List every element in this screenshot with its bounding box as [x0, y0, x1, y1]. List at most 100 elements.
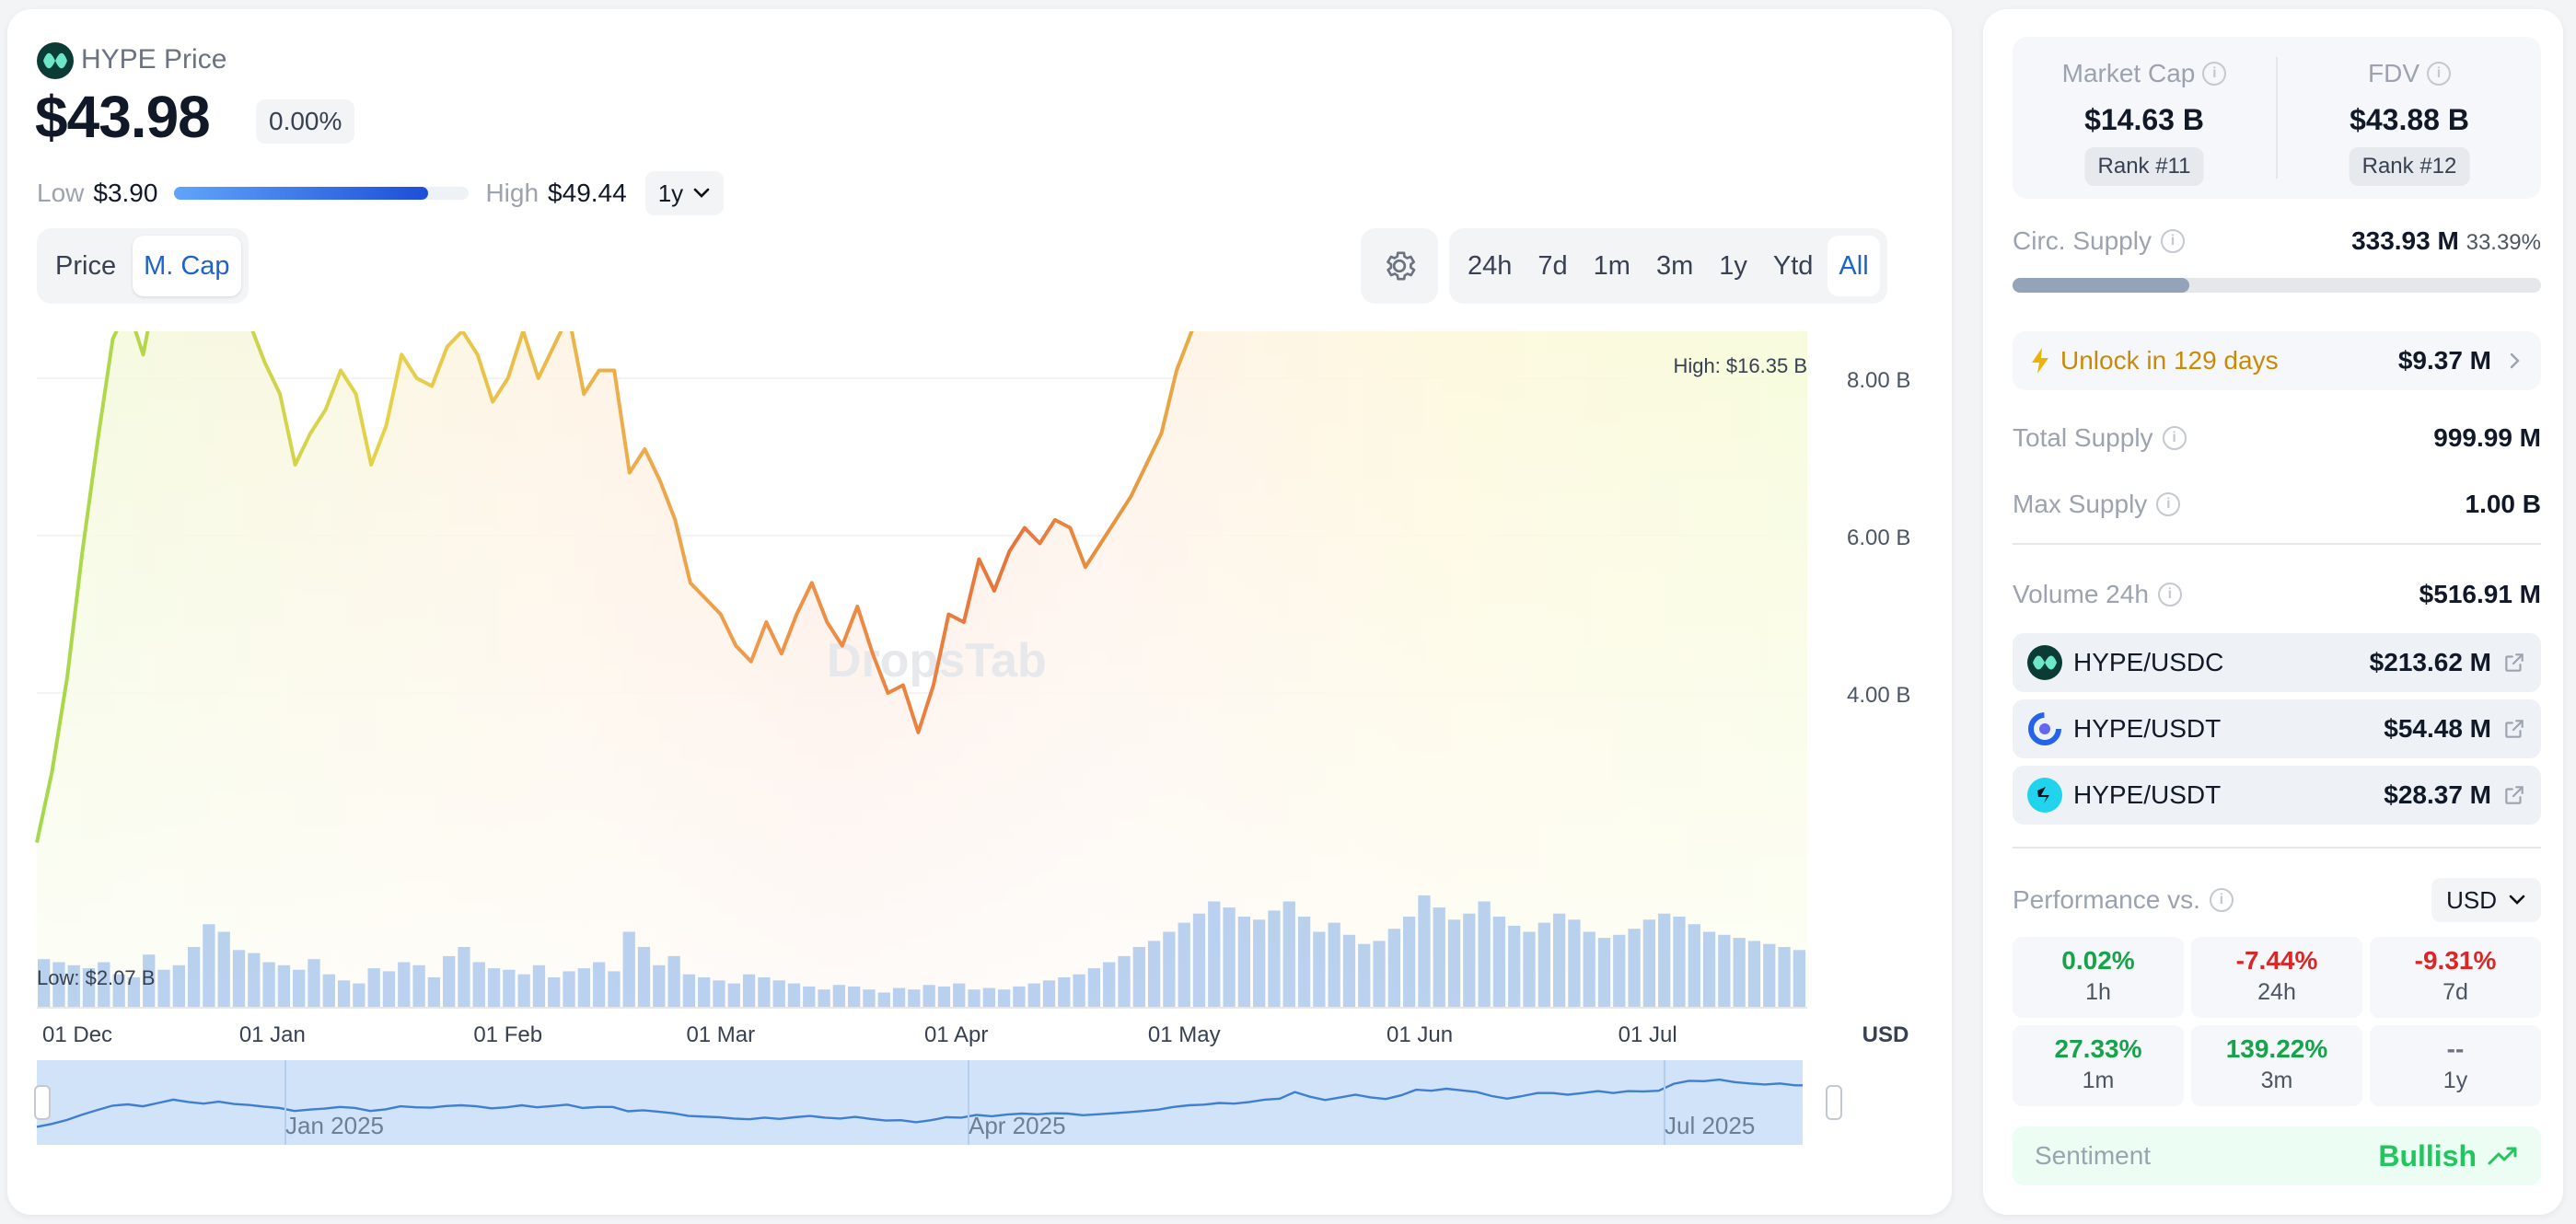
range-button-3m[interactable]: 3m [1655, 250, 1694, 281]
range-period-select[interactable]: 1y [644, 171, 725, 215]
volume-bar [172, 964, 185, 1008]
volume-bar [1778, 947, 1791, 1008]
volume-bar [803, 986, 816, 1008]
volume-bar [1313, 931, 1326, 1008]
volume-bar [98, 962, 110, 1008]
pair-row[interactable]: HYPE/USDC $213.62 M [2013, 633, 2541, 692]
pair-row[interactable]: HYPE/USDT $28.37 M [2013, 766, 2541, 825]
area-fade [37, 331, 1807, 1008]
info-icon[interactable]: i [2202, 62, 2227, 86]
volume-bar [1132, 947, 1145, 1008]
volume-bar [608, 971, 621, 1008]
chart-settings-button[interactable] [1361, 228, 1438, 304]
max-supply-value: 1.00 B [2465, 490, 2542, 518]
navigator-left-handle[interactable] [34, 1085, 51, 1120]
volume-bar [637, 947, 651, 1008]
volume-bar [622, 931, 635, 1008]
volume-bar [772, 980, 785, 1008]
volume-bar [458, 947, 470, 1008]
gear-icon [1387, 251, 1416, 281]
volume-bar [382, 971, 396, 1008]
volume-bar [563, 971, 575, 1008]
total-supply-value: 999.99 M [2433, 423, 2541, 452]
chevron-down-icon [693, 188, 710, 198]
perf-cell: -9.31% 7d [2370, 937, 2541, 1018]
currency-select[interactable]: USD [2431, 878, 2541, 922]
navigator-label: Apr 2025 [969, 1112, 1066, 1139]
navigator-right-handle[interactable] [1826, 1085, 1842, 1120]
perf-period: 3m [2260, 1068, 2293, 1093]
total-supply-label: Total Supply [2013, 423, 2153, 452]
perf-cell: -7.44% 24h [2191, 937, 2362, 1018]
perf-value: -9.31% [2414, 946, 2497, 975]
perf-period: 24h [2257, 979, 2296, 1005]
external-link-icon[interactable] [2502, 717, 2526, 741]
volume-bar [1642, 919, 1656, 1008]
price-toggle-button[interactable]: Price [55, 250, 117, 281]
external-link-icon[interactable] [2502, 783, 2526, 807]
info-icon[interactable]: i [2156, 492, 2181, 516]
unlock-row[interactable]: Unlock in 129 days $9.37 M [2013, 331, 2541, 390]
volume-bar [1733, 938, 1746, 1008]
volume-bar [1688, 924, 1700, 1008]
volume-bar [1552, 913, 1566, 1008]
range-button-all[interactable]: All [1828, 236, 1880, 296]
pair-volume: $54.48 M [2384, 714, 2491, 743]
volume-bar [1568, 919, 1581, 1008]
volume-bar [1042, 980, 1056, 1008]
x-tick-label: 01 Dec [42, 1022, 112, 1047]
volume-bar [548, 977, 561, 1008]
volume-bar [1673, 917, 1686, 1008]
range-button-24h[interactable]: 24h [1468, 250, 1513, 281]
market-cap-chart[interactable]: 4.00 B6.00 B8.00 B10.00 B12.00 B14.00 B1… [7, 331, 1952, 1160]
market-cap-stat: Market Cap i $14.63 B Rank #11 [2013, 37, 2276, 199]
fdv-stat: FDV i $43.88 B Rank #12 [2278, 37, 2541, 199]
y-tick-label: 8.00 B [1847, 368, 1910, 393]
sentiment-label: Sentiment [2035, 1141, 2152, 1170]
x-tick-label: 01 Jun [1387, 1022, 1453, 1047]
volume-bar [848, 986, 861, 1008]
volume-bar [262, 962, 275, 1008]
perf-value: 139.22% [2225, 1034, 2328, 1063]
watermark: DropsTab [827, 634, 1047, 687]
volume-bar [143, 954, 156, 1008]
mcap-toggle-button[interactable]: M. Cap [133, 236, 241, 296]
volume-value: $516.91 M [2419, 580, 2541, 608]
range-button-1m[interactable]: 1m [1593, 250, 1630, 281]
pair-row[interactable]: HYPE/USDT $54.48 M [2013, 699, 2541, 758]
chevron-down-icon [2509, 895, 2525, 905]
x-tick-label: 01 Jan [239, 1022, 306, 1047]
market-cap-value: $14.63 B [2084, 103, 2204, 136]
volume-bar [1192, 913, 1206, 1008]
low-marker-label: Low: $2.07 B [37, 966, 155, 989]
navigator-window [37, 1060, 1803, 1145]
volume-bar [1523, 931, 1536, 1008]
volume-bar [937, 986, 951, 1008]
volume-bar [1613, 934, 1626, 1008]
range-button-ytd[interactable]: Ytd [1772, 250, 1814, 281]
info-icon[interactable]: i [2427, 62, 2451, 86]
info-icon[interactable]: i [2209, 888, 2234, 912]
volume-bar [1163, 931, 1176, 1008]
volume-bar [532, 964, 546, 1008]
volume-bar [1747, 941, 1761, 1008]
volume-bar [1463, 913, 1476, 1008]
volume-bar [1013, 986, 1026, 1008]
pair-volume: $213.62 M [2369, 648, 2491, 676]
external-link-icon[interactable] [2502, 651, 2526, 675]
volume-bar [1418, 895, 1431, 1008]
volume-bar [1073, 974, 1085, 1008]
circ-supply-label: Circ. Supply [2013, 226, 2152, 255]
volume-bar [1763, 943, 1776, 1008]
navigator-label: Jul 2025 [1665, 1112, 1755, 1139]
volume-bar [367, 968, 380, 1008]
volume-bar [1087, 968, 1101, 1008]
volume-bar [1342, 934, 1356, 1008]
info-icon[interactable]: i [2162, 426, 2187, 450]
volume-bar [1508, 925, 1521, 1008]
range-button-7d[interactable]: 7d [1537, 250, 1568, 281]
volume-bar [1478, 901, 1491, 1008]
info-icon[interactable]: i [2157, 583, 2182, 606]
info-icon[interactable]: i [2160, 229, 2185, 253]
range-button-1y[interactable]: 1y [1719, 250, 1747, 281]
